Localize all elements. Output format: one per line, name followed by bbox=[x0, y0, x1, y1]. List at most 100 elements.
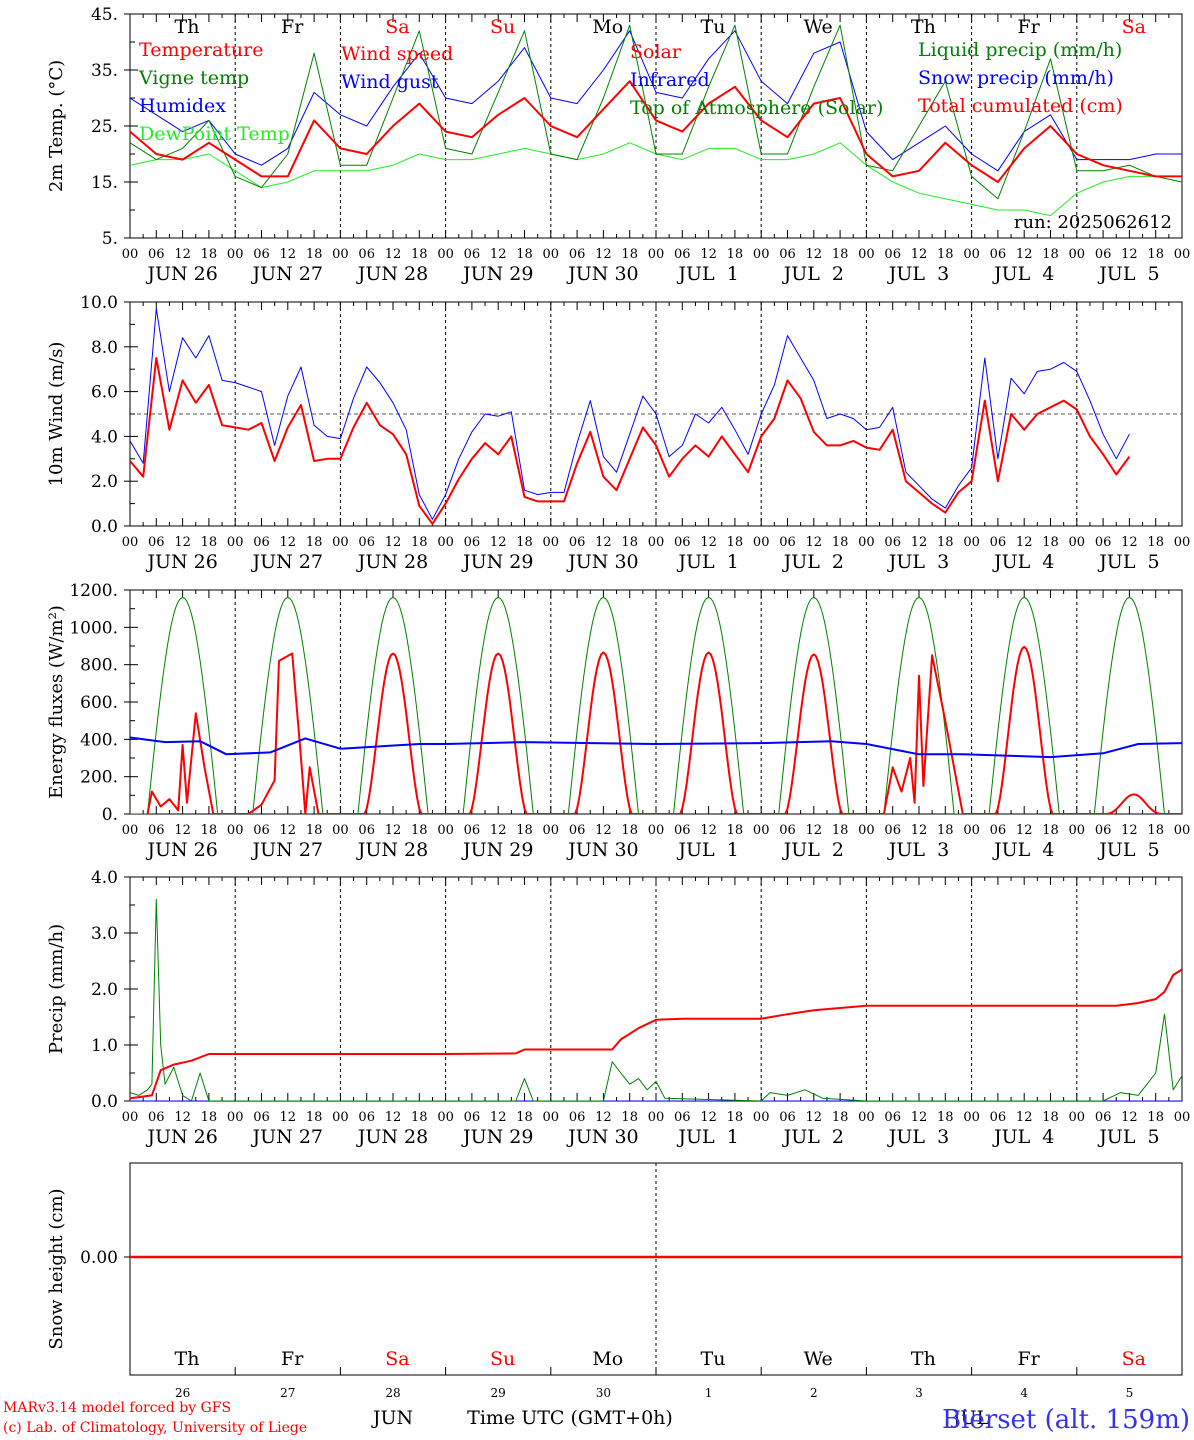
date-label: JUN 28 bbox=[356, 263, 428, 285]
hour-tick-label: 00 bbox=[1069, 247, 1086, 262]
hour-tick-label: 18 bbox=[306, 247, 323, 262]
legend-entry: Liquid precip (mm/h) bbox=[918, 39, 1122, 61]
weekday-label: Fr bbox=[1017, 16, 1040, 38]
hour-tick-label: 06 bbox=[990, 535, 1007, 550]
hour-tick-label: 12 bbox=[385, 823, 402, 838]
hour-tick-label: 06 bbox=[779, 823, 796, 838]
date-label: JUN 26 bbox=[145, 1126, 217, 1148]
date-label: JUL 1 bbox=[676, 263, 738, 285]
hour-tick-label: 18 bbox=[411, 1110, 428, 1125]
y-tick-label: 35. bbox=[91, 61, 118, 81]
day-number-label: 30 bbox=[596, 1386, 611, 1400]
hour-tick-label: 12 bbox=[595, 535, 612, 550]
hour-tick-label: 06 bbox=[358, 823, 375, 838]
date-label: JUN 29 bbox=[461, 1126, 533, 1148]
weekday-label: Fr bbox=[281, 1348, 304, 1370]
hour-tick-label: 12 bbox=[1121, 823, 1138, 838]
y-tick-label: 2.0 bbox=[91, 980, 118, 1000]
date-label: JUN 28 bbox=[356, 839, 428, 861]
hour-tick-label: 18 bbox=[411, 823, 428, 838]
hour-tick-label: 00 bbox=[332, 823, 349, 838]
hour-tick-label: 12 bbox=[595, 823, 612, 838]
hour-tick-label: 18 bbox=[1147, 823, 1164, 838]
hour-tick-label: 06 bbox=[358, 247, 375, 262]
hour-tick-label: 12 bbox=[700, 247, 717, 262]
hour-tick-label: 00 bbox=[437, 1110, 454, 1125]
hour-tick-label: 00 bbox=[858, 823, 875, 838]
hour-tick-label: 06 bbox=[464, 1110, 481, 1125]
hour-tick-label: 00 bbox=[227, 823, 244, 838]
legend-entry: Humidex bbox=[139, 95, 226, 117]
hour-tick-label: 00 bbox=[1174, 1110, 1191, 1125]
hour-tick-label: 06 bbox=[674, 247, 691, 262]
y-tick-label: 800. bbox=[80, 656, 118, 676]
plot-area bbox=[130, 898, 1182, 1101]
weekday-label: Sa bbox=[1122, 1348, 1146, 1370]
day-number-label: 5 bbox=[1126, 1386, 1134, 1400]
hour-tick-label: 12 bbox=[174, 535, 191, 550]
hour-tick-label: 00 bbox=[1174, 535, 1191, 550]
hour-tick-label: 06 bbox=[674, 535, 691, 550]
y-tick-label: 45. bbox=[91, 5, 118, 25]
weekday-label: Th bbox=[911, 16, 936, 38]
legend-entry: Vigne temp bbox=[138, 67, 249, 89]
panel-5: 0.00 Snow height (cm) Th Fr Sa Su Mo Tu We Th Fr Sa… bbox=[46, 1162, 1183, 1400]
panel-2: 10.0 8.0 6.0 4.0 2.0 0.0 10m Wind (m/s) 00 06 12 1… bbox=[46, 43, 1190, 573]
date-label: JUN 30 bbox=[566, 839, 638, 861]
hour-tick-label: 06 bbox=[1095, 823, 1112, 838]
hour-tick-label: 00 bbox=[648, 823, 665, 838]
hour-tick-label: 12 bbox=[280, 1110, 297, 1125]
date-label: JUL 3 bbox=[887, 263, 949, 285]
hour-tick-label: 06 bbox=[884, 1110, 901, 1125]
date-label: JUL 2 bbox=[782, 263, 844, 285]
hour-tick-label: 06 bbox=[1095, 535, 1112, 550]
hour-tick-label: 00 bbox=[543, 247, 560, 262]
hour-tick-label: 00 bbox=[1069, 1110, 1086, 1125]
series-toa-solar bbox=[130, 597, 1182, 814]
date-label: JUN 26 bbox=[145, 551, 217, 573]
hour-tick-label: 18 bbox=[411, 247, 428, 262]
hour-tick-label: 06 bbox=[569, 247, 586, 262]
hour-tick-label: 12 bbox=[280, 247, 297, 262]
legend-entry: Solar bbox=[630, 41, 682, 63]
hour-tick-label: 12 bbox=[700, 823, 717, 838]
hour-tick-label: 12 bbox=[806, 823, 823, 838]
day-number-label: 1 bbox=[705, 1386, 713, 1400]
hour-tick-label: 06 bbox=[1095, 247, 1112, 262]
hour-tick-label: 06 bbox=[884, 535, 901, 550]
date-label: JUN 27 bbox=[251, 839, 323, 861]
date-label: JUN 29 bbox=[461, 263, 533, 285]
weekday-label: Sa bbox=[385, 16, 409, 38]
hour-tick-label: 18 bbox=[306, 535, 323, 550]
legend-entry: Infrared bbox=[630, 69, 710, 91]
hour-tick-label: 00 bbox=[753, 823, 770, 838]
hour-tick-label: 00 bbox=[1174, 247, 1191, 262]
hour-tick-label: 00 bbox=[227, 535, 244, 550]
hour-tick-label: 12 bbox=[911, 1110, 928, 1125]
date-label: JUN 29 bbox=[461, 551, 533, 573]
date-label: JUN 29 bbox=[461, 839, 533, 861]
hour-tick-label: 12 bbox=[1121, 247, 1138, 262]
hour-tick-label: 06 bbox=[569, 1110, 586, 1125]
month-label-jun: JUN bbox=[371, 1407, 413, 1429]
hour-tick-label: 12 bbox=[911, 247, 928, 262]
hour-tick-label: 18 bbox=[832, 823, 849, 838]
weekday-label: Tu bbox=[701, 16, 726, 38]
y-tick-label: 0.00 bbox=[80, 1248, 118, 1268]
hour-tick-label: 00 bbox=[1069, 823, 1086, 838]
hour-tick-label: 18 bbox=[411, 535, 428, 550]
series-line bbox=[130, 357, 1131, 525]
y-tick-label: 400. bbox=[80, 730, 118, 750]
y-tick-label: 0.0 bbox=[91, 1092, 118, 1112]
weekday-label: Su bbox=[490, 1348, 515, 1370]
hour-tick-label: 06 bbox=[884, 823, 901, 838]
series-infrared bbox=[130, 736, 1182, 759]
legend-entry: Snow precip (mm/h) bbox=[918, 67, 1114, 89]
hour-tick-label: 06 bbox=[674, 1110, 691, 1125]
hour-tick-label: 00 bbox=[648, 535, 665, 550]
hour-tick-label: 18 bbox=[832, 247, 849, 262]
date-label: JUL 2 bbox=[782, 839, 844, 861]
hour-tick-label: 00 bbox=[858, 535, 875, 550]
day-number-label: 29 bbox=[491, 1386, 506, 1400]
date-label: JUL 1 bbox=[676, 1126, 738, 1148]
